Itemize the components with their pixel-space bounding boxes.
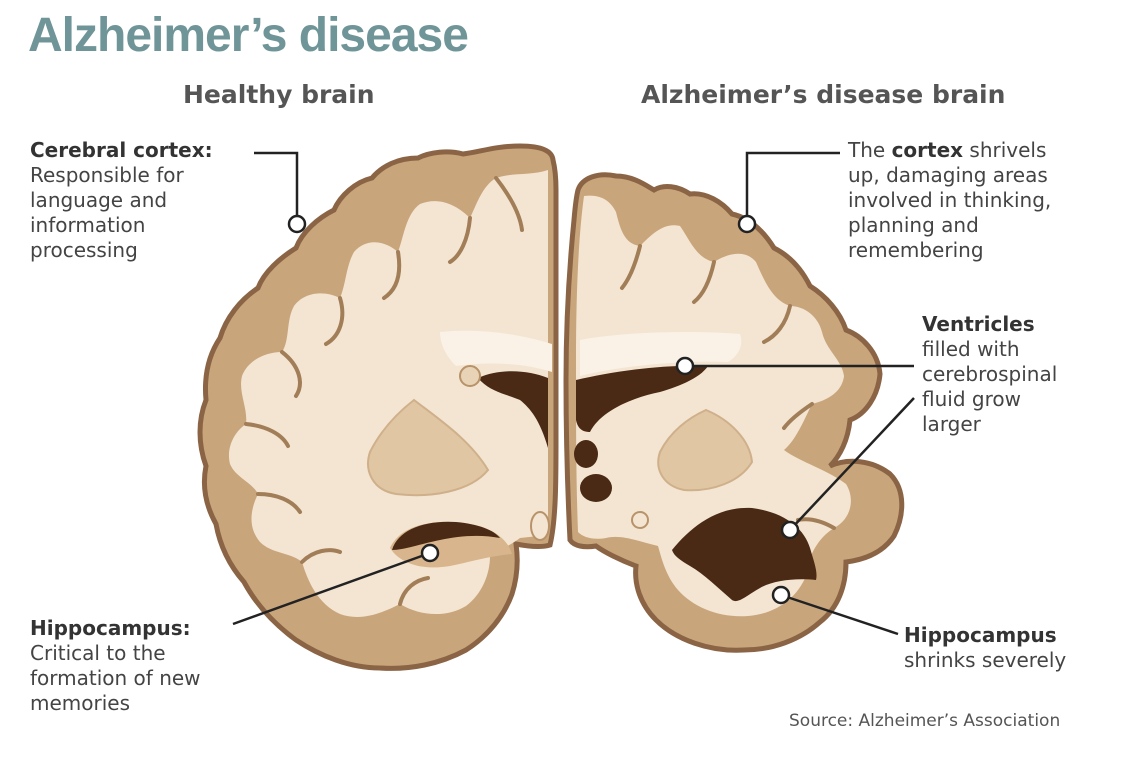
healthy-sulci bbox=[244, 176, 524, 606]
disease-basal-ganglia bbox=[657, 408, 754, 492]
healthy-hippocampus-text-3: memories bbox=[30, 691, 131, 715]
healthy-brain-heading: Healthy brain bbox=[183, 80, 375, 109]
disease-cortex-pre: The bbox=[848, 138, 892, 162]
disease-cortex-note: The cortex shrivels up, damaging areas i… bbox=[848, 138, 1118, 263]
leader-lines bbox=[232, 151, 915, 636]
healthy-cortex-text-4: processing bbox=[30, 238, 138, 262]
disease-ventricles-text-1: filled with bbox=[922, 337, 1020, 361]
source-credit: Source: Alzheimer’s Association bbox=[789, 711, 1061, 731]
healthy-corpus-callosum bbox=[440, 330, 552, 372]
disease-hippocampus-text-1: shrinks severely bbox=[904, 648, 1067, 672]
healthy-hippocampus-label: Hippocampus: bbox=[30, 616, 191, 640]
healthy-cortex-label: Cerebral cortex: bbox=[30, 138, 213, 162]
healthy-cortex-text-3: information bbox=[30, 213, 146, 237]
disease-ventricle-upper bbox=[576, 365, 708, 432]
leader-cortex-right bbox=[745, 151, 840, 224]
healthy-hippocampus-text-2: formation of new bbox=[30, 666, 201, 690]
marker-hippocampus-left bbox=[420, 543, 440, 563]
disease-cortex-line-4: planning and bbox=[848, 213, 979, 237]
leader-hippocampus-right bbox=[780, 593, 899, 636]
marker-ventricles-lower bbox=[780, 520, 800, 540]
leader-ventricles-lower bbox=[789, 397, 915, 531]
marker-dots bbox=[287, 214, 800, 605]
leader-hippocampus-left bbox=[232, 551, 431, 626]
disease-cortex-post: shrivels bbox=[963, 138, 1047, 162]
disease-ventricles-text-3: fluid grow bbox=[922, 387, 1021, 411]
disease-brain-heading: Alzheimer’s disease brain bbox=[641, 80, 1006, 109]
healthy-cortex-note: Cerebral cortex: Responsible for languag… bbox=[30, 138, 270, 263]
disease-ventricles-label: Ventricles bbox=[922, 312, 1035, 336]
disease-cortex-bold: cortex bbox=[891, 138, 964, 162]
healthy-brain bbox=[197, 143, 559, 671]
disease-ventricle-lower bbox=[672, 507, 817, 602]
disease-ventricles-text-2: cerebrospinal bbox=[922, 362, 1058, 386]
disease-white-matter bbox=[576, 195, 851, 617]
disease-corpus-callosum bbox=[580, 332, 742, 376]
disease-cortex-line-1: The cortex shrivels bbox=[848, 138, 1118, 163]
healthy-basal-ganglia bbox=[367, 398, 490, 497]
healthy-hippocampus-text-1: Critical to the bbox=[30, 641, 166, 665]
leader-cortex-left bbox=[254, 151, 299, 224]
healthy-ventricle bbox=[478, 371, 548, 448]
disease-brain bbox=[563, 172, 905, 653]
disease-cortex-line-2: up, damaging areas bbox=[848, 163, 1048, 187]
marker-hippocampus-right bbox=[771, 585, 791, 605]
disease-cortex-line-5: remembering bbox=[848, 238, 984, 262]
disease-cortex-line-3: involved in thinking, bbox=[848, 188, 1052, 212]
disease-hippocampus-note: Hippocampus shrinks severely bbox=[904, 623, 1114, 673]
disease-hippocampus-label: Hippocampus bbox=[904, 623, 1057, 647]
disease-ventricles-note: Ventricles filled with cerebrospinal flu… bbox=[922, 312, 1122, 437]
healthy-cortex-text-2: language and bbox=[30, 188, 168, 212]
healthy-white-matter bbox=[228, 170, 549, 617]
marker-cortex-left bbox=[287, 214, 307, 234]
page-title: Alzheimer’s disease bbox=[28, 9, 469, 62]
healthy-cortex-text-1: Responsible for bbox=[30, 163, 184, 187]
marker-cortex-right bbox=[737, 214, 757, 234]
disease-ventricles-text-4: larger bbox=[922, 412, 981, 436]
healthy-hippocampus-note: Hippocampus: Critical to the formation o… bbox=[30, 616, 270, 716]
marker-ventricles-upper bbox=[675, 356, 695, 376]
